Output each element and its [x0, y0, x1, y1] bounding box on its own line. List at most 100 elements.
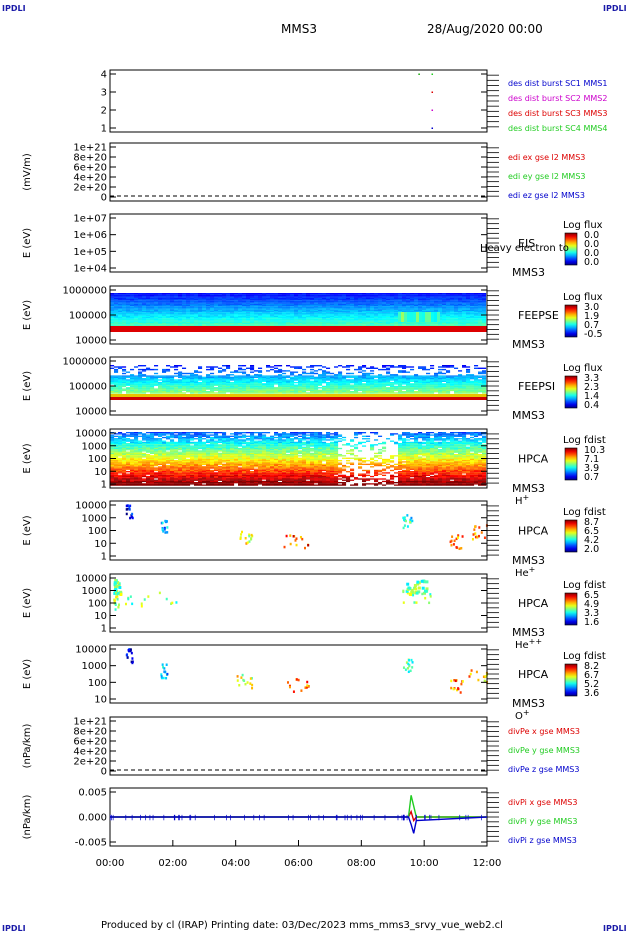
spectrogram-cell [266, 320, 271, 322]
panel-6 [109, 428, 578, 489]
spectrogram-cell [198, 296, 203, 298]
spectrogram-cell [122, 379, 127, 381]
spectrogram-cell [394, 318, 399, 320]
spectrogram-cell [150, 460, 155, 462]
spectrogram-cell [350, 311, 355, 313]
spectrogram-cell [110, 475, 115, 478]
spectrogram-cell [242, 302, 247, 304]
spectrogram-cell [382, 321, 387, 324]
spectrogram-cell [214, 309, 219, 312]
spectrogram-cell [438, 296, 443, 298]
spectrogram-cell [446, 306, 451, 308]
spectrogram-cell [366, 314, 371, 316]
spectrogram-cell [378, 315, 383, 318]
spectrogram-cell [334, 376, 339, 379]
spectrogram-cell [114, 440, 119, 442]
spectrogram-cell [314, 295, 319, 297]
spectrogram-cell [278, 324, 283, 326]
spectrogram-cell [222, 306, 227, 308]
spectrogram-cell [134, 461, 139, 463]
spectrogram-cell [134, 441, 139, 444]
spectrogram-cell [394, 308, 399, 310]
spectrogram-cell [398, 293, 403, 295]
spectrogram-cell [274, 294, 279, 296]
spectrogram-cell [150, 375, 155, 377]
spectrogram-cell [310, 305, 315, 307]
spectrogram-cell [478, 311, 483, 313]
spectrogram-cell [190, 303, 195, 306]
spectrogram-cell [238, 309, 243, 312]
spectrogram-cell [278, 301, 283, 303]
spectrogram-cell [194, 384, 199, 386]
spectrogram-cell [334, 321, 339, 324]
spectrogram-cell [458, 374, 463, 376]
spectrogram-cell [166, 308, 171, 310]
spectrogram-cell [482, 379, 487, 381]
spectrogram-cell [170, 302, 175, 304]
spectrogram-cell [206, 315, 211, 318]
spectrogram-cell [282, 370, 287, 372]
colorbar-tick-label: 0.0 [584, 248, 599, 259]
spectrogram-cell [302, 381, 307, 384]
spectrogram-cell [114, 307, 119, 309]
spectrogram-cell [262, 321, 267, 324]
corner-label-top-left: IPDLI [2, 4, 26, 13]
spectrogram-cell [218, 370, 223, 372]
spectrogram-cell [362, 311, 367, 313]
spectrogram-cell [310, 376, 315, 379]
spectrogram-cell [238, 379, 243, 381]
spectrogram-cell [122, 385, 127, 388]
spectrogram-cell [290, 387, 295, 389]
spectrogram-cell [114, 318, 119, 320]
spectrogram-cell [202, 297, 207, 300]
spectrogram-cell [342, 300, 347, 302]
spectrogram-cell [270, 308, 275, 310]
spectrogram-cell [282, 378, 287, 380]
spectrogram-cell [322, 374, 327, 376]
spectrogram-cell [278, 379, 283, 381]
spectrogram-cell [394, 302, 399, 304]
spectrogram-cell [166, 299, 171, 301]
spectrogram-cell [126, 376, 131, 379]
spectrogram-cell [338, 297, 343, 300]
spectrogram-cell [278, 302, 283, 304]
spectrogram-cell [358, 387, 363, 389]
spectrogram-cell [166, 295, 171, 297]
spectrogram-cell [238, 293, 243, 295]
spectrogram-cell [278, 392, 283, 394]
spectrogram-cell [274, 301, 279, 303]
spectrogram-cell [122, 460, 127, 462]
spectrogram-cell [382, 309, 387, 312]
spectrogram-cell [310, 368, 315, 371]
spectrogram-cell [482, 306, 487, 308]
spectrogram-cell [470, 389, 475, 392]
spectrogram-cell [426, 309, 431, 312]
spectrogram-cell [394, 300, 399, 302]
spectrogram-cell [266, 299, 271, 301]
spectrogram-cell [374, 376, 379, 379]
spectrogram-cell [322, 305, 327, 307]
spectrogram-cell [178, 300, 183, 302]
spectrogram-cell [350, 312, 355, 314]
spectrogram-cell [186, 315, 191, 318]
spectrogram-cell [270, 306, 275, 308]
spectrogram-cell [438, 385, 443, 388]
spectrogram-cell [150, 380, 155, 382]
spectrogram-cell [282, 323, 287, 325]
spectrogram-cell [338, 378, 343, 380]
spectrogram-cell [162, 320, 167, 322]
spectrogram-cell [278, 378, 283, 380]
spectrogram-cell [190, 376, 195, 379]
spectrogram-cell [110, 441, 115, 444]
spectrogram-cell [298, 383, 303, 385]
spectrogram-cell [118, 438, 123, 440]
spectrogram-cell [230, 389, 235, 392]
spectrogram-cell [130, 466, 135, 468]
spectrogram-cell [214, 319, 219, 321]
spectrogram-cell [458, 388, 463, 390]
spectrogram-cell [370, 384, 375, 386]
spectrogram-cell [218, 383, 223, 385]
spectrogram-cell [446, 365, 451, 367]
panel-frame [109, 142, 488, 202]
spectrogram-cell [250, 299, 255, 301]
